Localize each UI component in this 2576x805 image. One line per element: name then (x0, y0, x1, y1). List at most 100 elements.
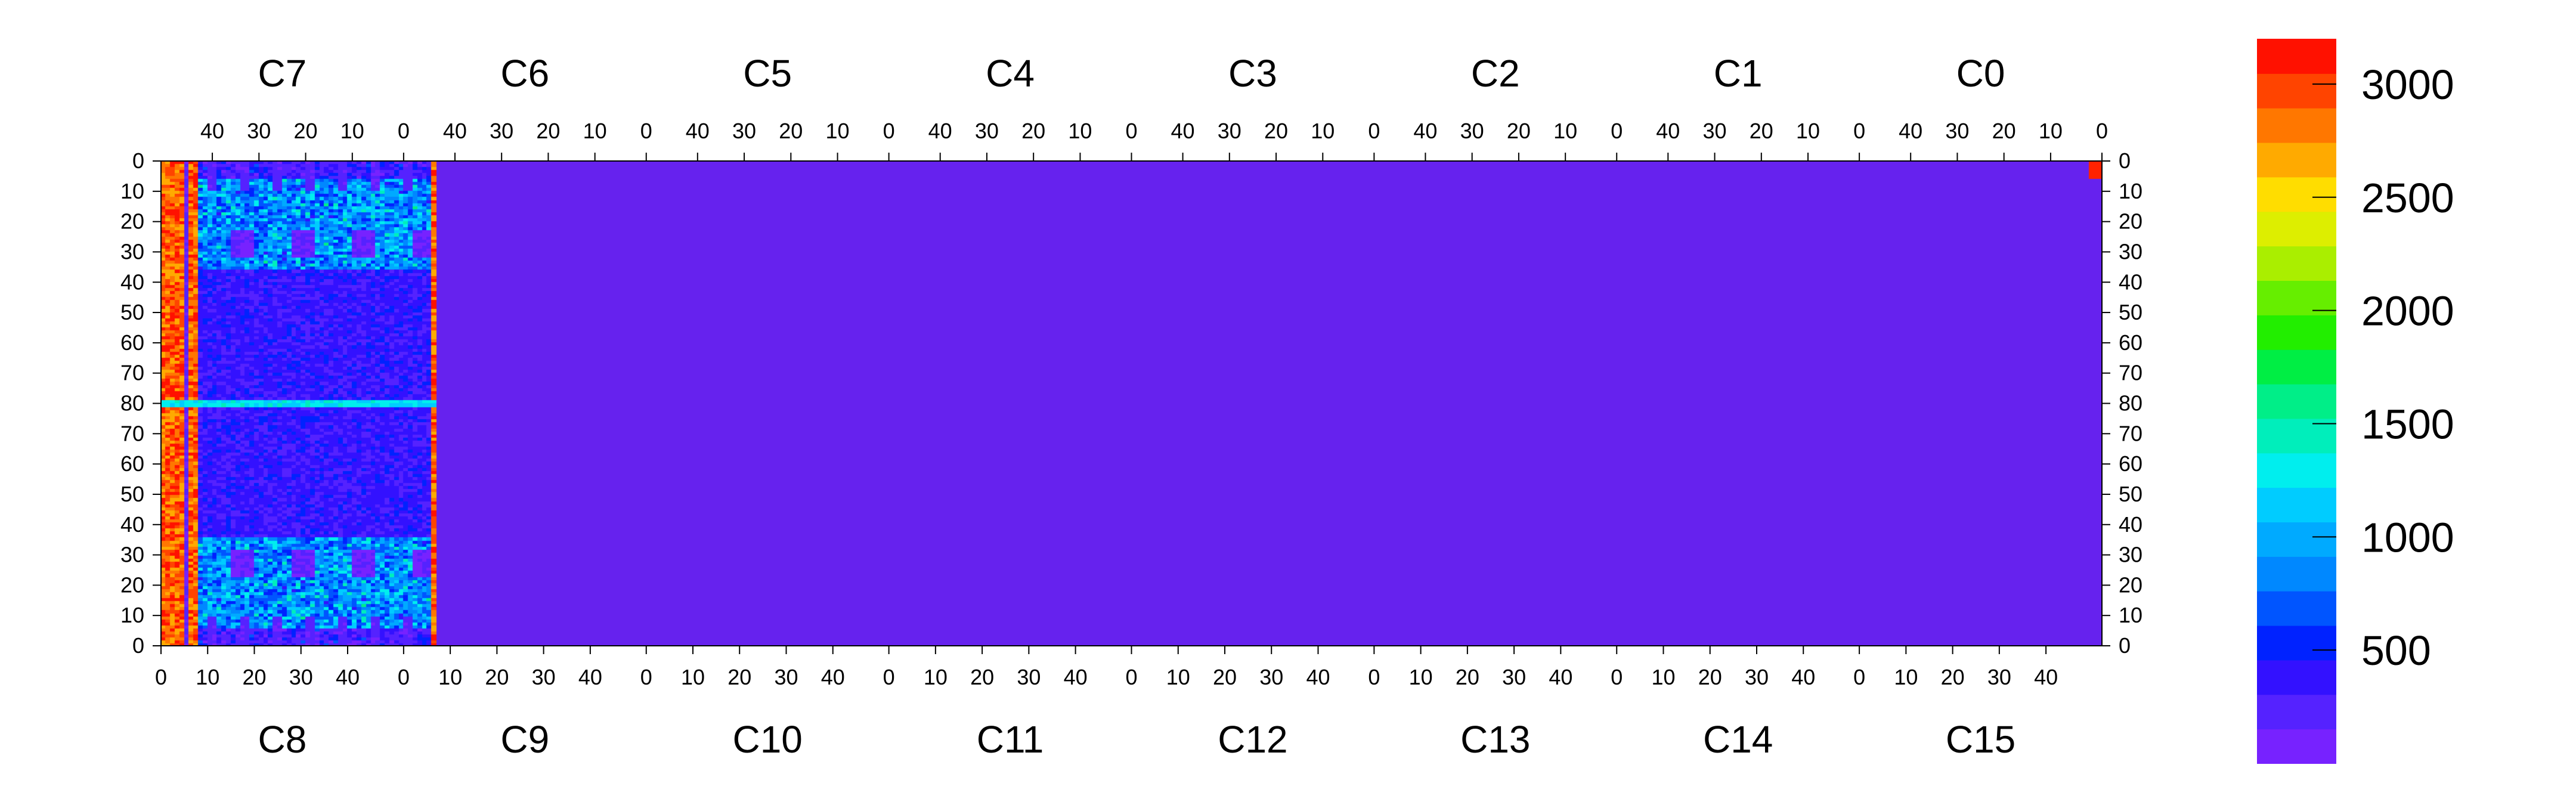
chip-label-bottom: C12 (1218, 718, 1287, 761)
bottom-tick-label: 0 (1368, 665, 1380, 689)
bottom-tick-label: 20 (1213, 665, 1237, 689)
right-tick-label: 10 (2119, 603, 2142, 627)
colorbar-tick-label: 2000 (2361, 288, 2454, 335)
bottom-tick-label: 20 (970, 665, 994, 689)
top-tick-label: 30 (247, 119, 271, 143)
bottom-tick-label: 20 (1456, 665, 1479, 689)
top-tick-label: 10 (1311, 119, 1335, 143)
bottom-tick-label: 30 (1259, 665, 1283, 689)
top-tick-label: 20 (1264, 119, 1288, 143)
bottom-tick-label: 40 (1791, 665, 1815, 689)
colorbar-band (2257, 590, 2336, 626)
top-tick-label: 0 (1611, 119, 1623, 143)
colorbar-band (2257, 349, 2336, 385)
bottom-tick-label: 10 (1651, 665, 1675, 689)
bottom-tick-label: 30 (532, 665, 556, 689)
chip-label-top: C1 (1714, 52, 1763, 95)
bottom-tick-label: 0 (1125, 665, 1137, 689)
top-tick-label: 0 (1853, 119, 1865, 143)
colorbar-band (2257, 660, 2336, 695)
left-tick-label: 20 (120, 572, 144, 597)
chip-label-top: C5 (743, 52, 792, 95)
bottom-tick-label: 10 (681, 665, 705, 689)
right-tick-label: 50 (2119, 482, 2142, 506)
colorbar-band (2257, 383, 2336, 419)
top-tick-label: 20 (536, 119, 560, 143)
colorbar-band (2257, 487, 2336, 522)
left-tick-label: 30 (120, 543, 144, 567)
bottom-tick-label: 10 (196, 665, 219, 689)
chip-label-top: C6 (500, 52, 549, 95)
bottom-chip-labels: C8 C9 C10 C11 C12 C13 C14 C15 (258, 718, 2016, 761)
left-tick-label: 60 (120, 451, 144, 476)
colorbar-tick-label: 3000 (2361, 61, 2454, 108)
colorbar-band (2257, 729, 2336, 764)
top-chip-labels: C7 C6 C5 C4 C3 C2 C1 C0 (258, 52, 2005, 95)
bottom-tick-label: 30 (1502, 665, 1526, 689)
bottom-tick-label: 10 (1409, 665, 1433, 689)
left-tick-label: 50 (120, 300, 144, 324)
colorbar-band (2257, 522, 2336, 557)
left-axis: 0 10 20 30 40 50 60 70 80 70 60 50 40 30 20 10 0 (120, 148, 161, 658)
bottom-axis: 0 10 20 30 40 0 10 20 30 40 0 10 20 30 40 0 10 20 30 40 0 10 2… (155, 646, 2058, 689)
top-tick-label: 10 (826, 119, 850, 143)
bottom-tick-label: 20 (1698, 665, 1722, 689)
colorbar-band (2257, 246, 2336, 281)
top-tick-label: 20 (1021, 119, 1045, 143)
top-tick-label: 0 (640, 119, 652, 143)
colorbar-band (2257, 177, 2336, 212)
plot-area (160, 160, 2103, 646)
right-tick-label: 70 (2119, 421, 2142, 445)
chip-label-top: C3 (1228, 52, 1277, 95)
left-tick-label: 60 (120, 330, 144, 355)
chip-label-bottom: C9 (500, 718, 549, 761)
top-tick-label: 40 (928, 119, 952, 143)
left-tick-label: 40 (120, 270, 144, 294)
chip-label-top: C7 (258, 52, 307, 95)
top-tick-label: 30 (1703, 119, 1727, 143)
right-tick-label: 50 (2119, 300, 2142, 324)
bottom-tick-label: 30 (1017, 665, 1041, 689)
left-tick-label: 10 (120, 603, 144, 627)
top-tick-label: 30 (1460, 119, 1484, 143)
top-tick-label: 0 (398, 119, 410, 143)
left-tick-label: 40 (120, 512, 144, 537)
bottom-tick-label: 10 (1166, 665, 1190, 689)
bottom-tick-label: 40 (1306, 665, 1330, 689)
chip-label-bottom: C13 (1460, 718, 1530, 761)
right-tick-label: 10 (2119, 179, 2142, 203)
chip-label-bottom: C15 (1946, 718, 2015, 761)
bottom-tick-label: 0 (1853, 665, 1865, 689)
chip-label-bottom: C10 (732, 718, 802, 761)
colorbar-band (2257, 694, 2336, 730)
chip-label-top: C0 (1956, 52, 2005, 95)
top-tick-label: 0 (1368, 119, 1380, 143)
bottom-tick-label: 40 (821, 665, 845, 689)
top-tick-label: 40 (443, 119, 467, 143)
right-tick-label: 40 (2119, 512, 2142, 537)
top-tick-label: 40 (1656, 119, 1680, 143)
right-tick-label: 0 (2119, 148, 2131, 173)
right-tick-label: 80 (2119, 391, 2142, 416)
right-tick-label: 60 (2119, 330, 2142, 355)
top-tick-label: 20 (1992, 119, 2016, 143)
colorbar-band (2257, 142, 2336, 178)
colorbar-band (2257, 39, 2336, 74)
top-tick-label: 10 (340, 119, 364, 143)
bottom-tick-label: 0 (1611, 665, 1623, 689)
colorbar: 500 1000 1500 2000 2500 3000 (2257, 39, 2454, 764)
right-tick-label: 20 (2119, 572, 2142, 597)
top-tick-label: 20 (1750, 119, 1773, 143)
bottom-tick-label: 30 (289, 665, 313, 689)
top-tick-label: 40 (1171, 119, 1195, 143)
top-tick-label: 40 (200, 119, 224, 143)
left-tick-label: 80 (120, 391, 144, 416)
bottom-tick-label: 20 (485, 665, 509, 689)
top-tick-label: 30 (1218, 119, 1241, 143)
bottom-tick-label: 10 (924, 665, 948, 689)
colorbar-band (2257, 280, 2336, 315)
top-tick-label: 30 (732, 119, 756, 143)
top-tick-label: 40 (686, 119, 710, 143)
chip-label-bottom: C14 (1703, 718, 1773, 761)
bottom-tick-label: 40 (336, 665, 360, 689)
